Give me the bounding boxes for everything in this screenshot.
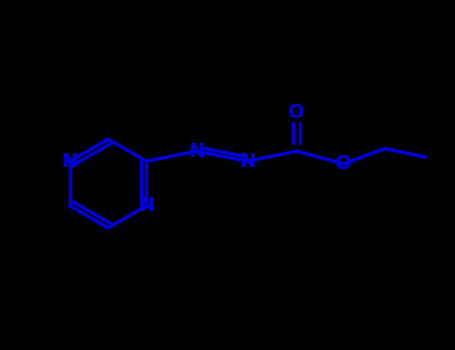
Text: N: N [61,152,78,171]
Text: O: O [288,103,305,122]
Text: N: N [138,196,155,215]
Text: O: O [335,154,352,173]
Text: N: N [239,152,255,171]
Text: N: N [188,142,204,161]
